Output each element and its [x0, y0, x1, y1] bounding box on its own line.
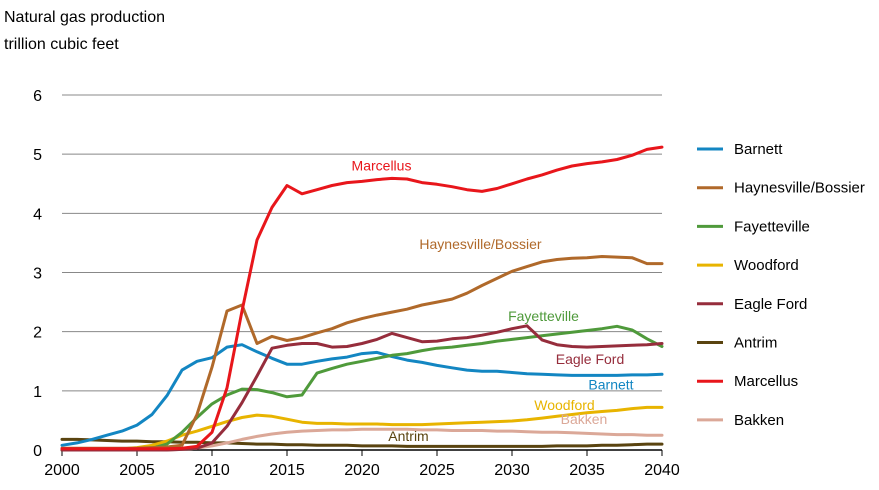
x-axis-ticks: 2000 2005 2010 2015 2020 2025 2030 2035 2040	[44, 450, 680, 479]
legend-label: Barnett	[734, 141, 783, 158]
series-line-woodford	[60, 405, 664, 452]
annotation-woodford: Woodford	[534, 397, 594, 413]
legend-label: Eagle Ford	[734, 296, 807, 313]
y-tick-label: 5	[33, 147, 42, 164]
legend-label: Bakken	[734, 412, 784, 429]
series-annotations: Marcellus Haynesville/Bossier Fayetteville…	[352, 158, 634, 444]
legend-item-barnett: Barnett	[697, 141, 783, 158]
legend-label: Haynesville/Bossier	[734, 180, 865, 197]
legend-item-antrim: Antrim	[697, 335, 777, 352]
annotation-haynesville-bossier: Haynesville/Bossier	[419, 236, 541, 252]
chart-title-block: Natural gas production trillion cubic fe…	[4, 4, 165, 58]
legend: Barnett Haynesville/Bossier Fayetteville Wo…	[697, 141, 865, 429]
y-tick-label: 0	[33, 443, 42, 460]
series-lines	[60, 145, 664, 452]
annotation-eagle-ford: Eagle Ford	[556, 351, 624, 367]
chart-unit-label: trillion cubic feet	[4, 36, 119, 53]
x-tick-label: 2035	[569, 462, 605, 479]
x-tick-label: 2000	[44, 462, 80, 479]
x-tick-label: 2025	[419, 462, 455, 479]
x-tick-label: 2040	[644, 462, 680, 479]
chart-title: Natural gas production	[4, 9, 165, 26]
legend-item-bakken: Bakken	[697, 412, 784, 429]
legend-item-woodford: Woodford	[697, 257, 799, 274]
legend-item-eagle-ford: Eagle Ford	[697, 296, 807, 313]
x-tick-label: 2020	[344, 462, 380, 479]
y-tick-label: 3	[33, 266, 42, 283]
legend-item-marcellus: Marcellus	[697, 373, 798, 390]
series-line-barnett	[60, 343, 664, 447]
series-line-haynesville-bossier	[60, 255, 664, 450]
x-tick-label: 2015	[269, 462, 305, 479]
legend-item-haynesville-bossier: Haynesville/Bossier	[697, 180, 865, 197]
x-tick-label: 2010	[194, 462, 230, 479]
x-tick-label: 2030	[494, 462, 530, 479]
y-tick-label: 4	[33, 206, 42, 223]
annotation-fayetteville: Fayetteville	[508, 308, 579, 324]
annotation-antrim: Antrim	[388, 428, 428, 444]
x-tick-label: 2005	[119, 462, 155, 479]
legend-label: Fayetteville	[734, 218, 810, 235]
legend-label: Marcellus	[734, 373, 798, 390]
y-tick-label: 2	[33, 325, 42, 342]
legend-label: Woodford	[734, 257, 799, 274]
y-tick-label: 6	[33, 88, 42, 105]
y-tick-label: 1	[33, 384, 42, 401]
y-axis-ticks: 0 1 2 3 4 5 6	[33, 88, 42, 460]
series-line-fayetteville	[60, 324, 664, 452]
annotation-barnett: Barnett	[588, 377, 633, 393]
series-line-marcellus	[60, 145, 664, 451]
annotation-bakken: Bakken	[561, 411, 608, 427]
legend-item-fayetteville: Fayetteville	[697, 218, 810, 235]
legend-label: Antrim	[734, 335, 777, 352]
annotation-marcellus: Marcellus	[352, 158, 412, 174]
